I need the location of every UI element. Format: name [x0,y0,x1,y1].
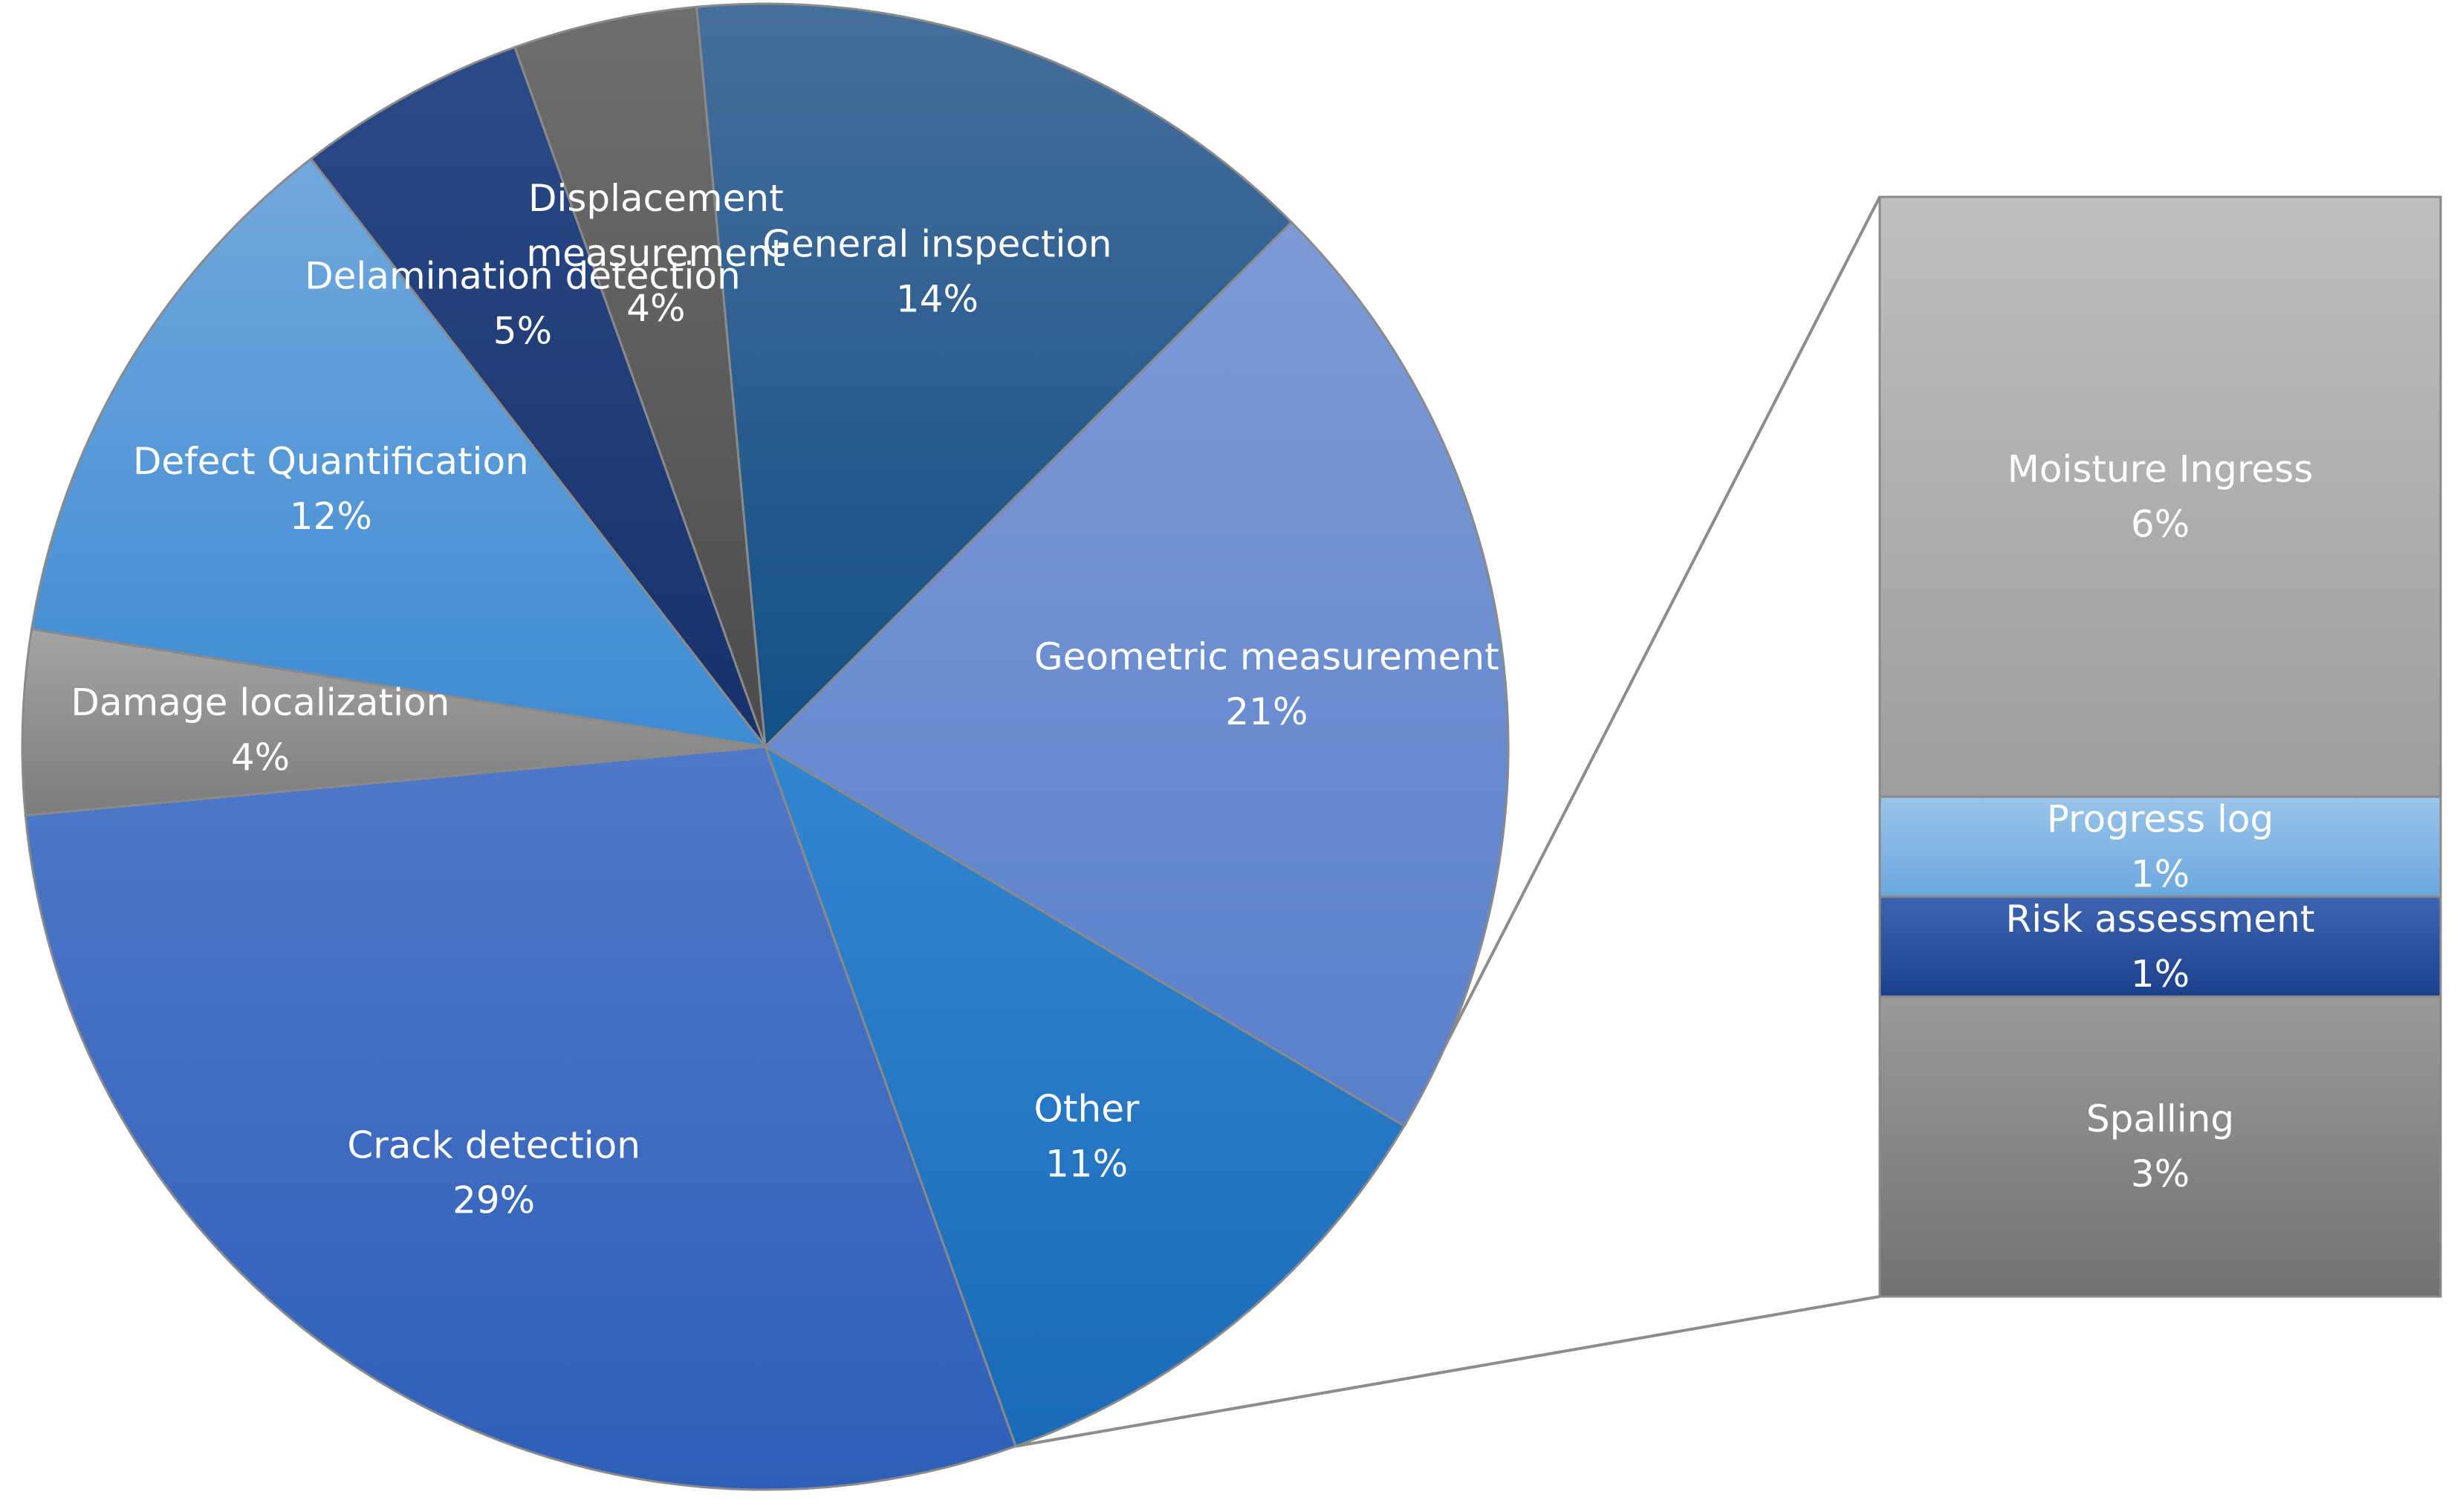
slice-damage-localization-label: Damage localization 4% [71,681,450,779]
pie-slice-damage-localization [21,628,766,817]
bar-segment-spalling [1878,995,2442,1298]
bar-risk-assessment-name: Risk assessment [2006,898,2315,941]
bar-moisture-ingress-label: Moisture Ingress 6% [2008,448,2314,546]
pie-slice-general-inspection [695,2,1294,750]
bar-progress-log-name: Progress log [2047,798,2274,841]
slice-delamination-detection-percent: 5% [493,310,552,353]
bar-spalling-percent: 3% [2131,1152,2190,1195]
slice-damage-localization-percent: 4% [231,736,290,779]
slice-other-label: Other 11% [1034,1088,1140,1186]
pie-slice-geometric-measurement [763,220,1510,1128]
pie [21,2,1510,1491]
slice-delamination-detection-name: Delamination detection [305,255,741,298]
slice-defect-quantification-name: Defect Quantification [133,440,529,483]
connector-top [1403,196,1881,1127]
slice-general-inspection-percent: 14% [896,278,979,321]
slice-defect-quantification-label: Defect Quantification 12% [133,440,529,538]
bar-risk-assessment-percent: 1% [2131,953,2190,996]
bar-segment-risk-assessment [1878,895,2442,998]
slice-general-inspection-label: General inspection 14% [762,223,1111,321]
bar-segment-progress-log [1878,795,2442,898]
slice-displacement-measurement-label: Displacement measurement 4% [526,177,785,330]
pie-slice-other [763,744,1406,1448]
breakdown-bar [1878,195,2442,1298]
bar-moisture-ingress-percent: 6% [2131,503,2190,546]
bar-progress-log-label: Progress log 1% [2047,798,2274,896]
slice-geometric-measurement-percent: 21% [1225,690,1308,733]
bar-moisture-ingress-name: Moisture Ingress [2008,448,2314,491]
slice-general-inspection-name: General inspection [762,223,1111,266]
slice-damage-localization-name: Damage localization [71,681,450,724]
slice-displacement-measurement-name: Displacement [528,177,784,220]
slice-geometric-measurement-label: Geometric measurement 21% [1034,635,1499,733]
slice-displacement-measurement-percent: 4% [626,287,685,330]
slice-other-name: Other [1034,1088,1140,1131]
slice-crack-detection-label: Crack detection 29% [347,1124,640,1222]
bar-segment-moisture-ingress [1878,195,2442,798]
pie-slice-crack-detection [24,745,1018,1491]
slice-delamination-detection-label: Delamination detection 5% [305,255,741,353]
connector-lines [1015,196,1881,1448]
pie-slice-defect-quantification [30,157,768,749]
bar-progress-log-percent: 1% [2131,853,2190,896]
slice-other-percent: 11% [1045,1143,1128,1186]
slice-labels: General inspection 14% Geometric measureme… [71,177,2314,1221]
bar-risk-assessment-label: Risk assessment 1% [2006,898,2315,996]
pie-slice-delamination-detection [309,45,767,747]
pie-slice-displacement-measurement [513,5,767,747]
slice-crack-detection-percent: 29% [452,1179,535,1222]
slice-geometric-measurement-name: Geometric measurement [1034,635,1499,678]
bar-spalling-label: Spalling 3% [2086,1097,2234,1195]
slice-displacement-measurement-name: measurement [526,232,785,275]
connector-bottom [1015,1295,1880,1448]
slice-defect-quantification-percent: 12% [290,495,372,538]
slice-crack-detection-name: Crack detection [347,1124,640,1167]
bar-spalling-name: Spalling [2086,1097,2234,1141]
